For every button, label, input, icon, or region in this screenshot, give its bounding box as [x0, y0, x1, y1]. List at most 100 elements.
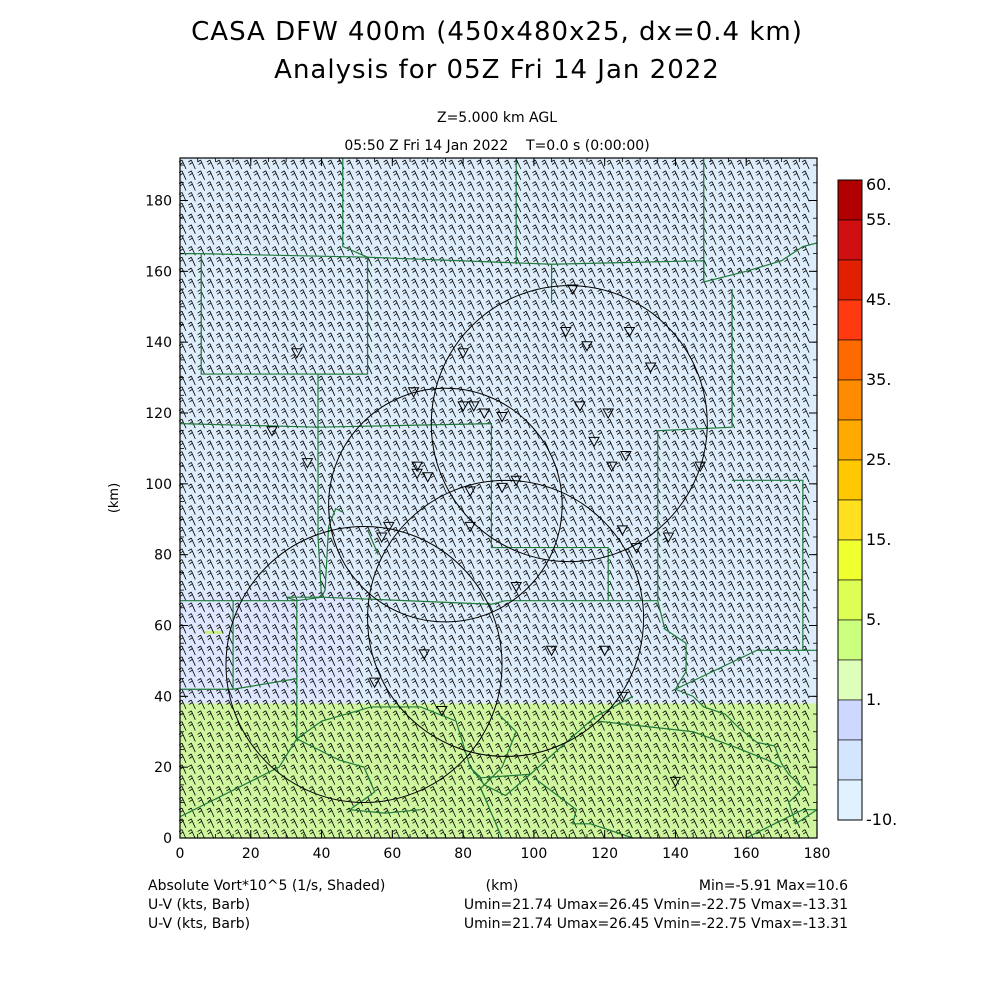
wind-barb: [346, 159, 354, 170]
wind-barb: [318, 267, 326, 278]
wind-barb: [355, 235, 364, 245]
wind-barb: [243, 624, 252, 634]
wind-barb: [215, 224, 224, 234]
wind-barb: [215, 591, 224, 602]
wind-barb: [299, 678, 308, 688]
wind-barb: [253, 613, 261, 623]
wind-barb: [281, 181, 289, 191]
wind-barb: [225, 721, 233, 731]
wind-barb: [364, 181, 373, 191]
wind-barb: [253, 764, 261, 774]
wind-barb: [318, 310, 326, 321]
wind-barb: [206, 537, 215, 548]
wind-barb: [290, 753, 298, 764]
time-label: 05:50 Z Fri 14 Jan 2022 T=0.0 s (0:00:00…: [344, 138, 649, 154]
wind-barb: [346, 667, 354, 677]
wind-barb: [281, 721, 289, 731]
wind-barb: [290, 570, 298, 580]
wind-barb: [355, 537, 364, 548]
field-label: Absolute Vort*10^5 (1/s, Shaded): [148, 878, 385, 894]
wind-barb: [234, 246, 243, 256]
wind-barb: [225, 796, 233, 807]
wind-barb: [355, 246, 364, 256]
wind-barb: [281, 213, 289, 224]
wind-barb: [346, 170, 354, 180]
wind-barb: [308, 192, 317, 202]
wind-barb: [346, 494, 354, 504]
wind-barb: [197, 775, 205, 785]
wind-barb: [243, 818, 252, 828]
wind-barb: [243, 451, 252, 461]
wind-barb: [234, 591, 243, 602]
wind-barb: [308, 710, 317, 720]
wind-barb: [290, 310, 298, 321]
wind-barb: [346, 678, 354, 688]
wind-barb: [355, 634, 364, 645]
wind-barb: [336, 289, 345, 299]
wind-barb: [262, 494, 271, 504]
wind-barb: [253, 505, 261, 515]
wind-barb: [234, 181, 243, 191]
wind-barb: [327, 375, 336, 386]
wind-barb: [188, 656, 196, 666]
wind-barb: [281, 451, 289, 461]
wind-barb: [355, 602, 364, 612]
y-tick-label: 140: [145, 335, 172, 351]
wind-barb: [253, 192, 261, 202]
wind-barb: [262, 429, 271, 440]
wind-barb: [364, 418, 373, 429]
wind-barb: [299, 375, 308, 386]
wind-barb: [318, 256, 326, 267]
wind-barb: [234, 699, 243, 710]
wind-barb: [336, 634, 345, 645]
wind-barb: [197, 721, 205, 731]
wind-barb: [215, 624, 224, 634]
wind-barb: [271, 516, 280, 526]
wind-barb: [215, 289, 224, 299]
wind-barb: [225, 418, 233, 429]
wind-barb: [308, 321, 317, 332]
x-tick-label: 100: [521, 846, 548, 862]
wind-barb: [253, 375, 261, 386]
wind-barb: [206, 408, 215, 418]
wind-barb: [243, 602, 252, 612]
wind-barb: [215, 386, 224, 396]
wind-barb: [327, 580, 336, 591]
wind-barb: [299, 256, 308, 267]
wind-barb: [327, 667, 336, 677]
wind-barb: [243, 213, 252, 224]
wind-barb: [281, 591, 289, 602]
wind-barb: [225, 818, 233, 828]
wind-barb: [308, 688, 317, 699]
wind-barb: [253, 645, 261, 656]
wind-barb: [225, 829, 233, 839]
wind-barb: [243, 181, 252, 191]
wind-barb: [197, 634, 205, 645]
wind-barb: [308, 278, 317, 288]
wind-barb: [262, 775, 271, 785]
wind-barb: [290, 192, 298, 202]
wind-barb: [262, 235, 271, 245]
wind-barb: [336, 807, 345, 818]
wind-barb: [299, 775, 308, 785]
wind-barb: [253, 267, 261, 278]
wind-barb: [262, 170, 271, 180]
wind-barb: [234, 213, 243, 224]
wind-barb: [188, 224, 196, 234]
wind-barb: [271, 202, 280, 213]
wind-barb: [327, 818, 336, 828]
wind-barb: [262, 451, 271, 461]
wind-barb: [355, 181, 364, 191]
wind-barb: [206, 321, 215, 332]
wind-barb: [243, 796, 252, 807]
wind-barb: [281, 559, 289, 569]
wind-barb: [234, 256, 243, 267]
wind-barb: [253, 548, 261, 558]
wind-barb: [197, 440, 205, 450]
wind-barb: [253, 332, 261, 342]
wind-barb: [308, 246, 317, 256]
wind-barb: [318, 786, 326, 796]
wind-barb: [243, 645, 252, 656]
wind-barb: [197, 580, 205, 591]
